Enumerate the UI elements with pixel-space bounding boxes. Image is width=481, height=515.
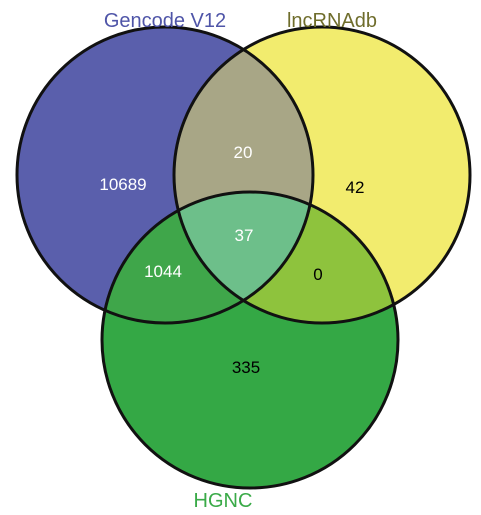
gencode-hgnc-overlap	[102, 192, 313, 323]
lncrnadb-hgnc-count: 0	[313, 265, 322, 284]
hgnc-label: HGNC	[194, 490, 253, 512]
gencode-hgnc-count: 1044	[144, 262, 182, 281]
lncrnadb-label: lncRNAdb	[287, 10, 377, 32]
gencode-outline	[15, 25, 315, 325]
gencode-label: Gencode V12	[104, 10, 226, 32]
all-three-count: 37	[235, 226, 254, 245]
hgnc-only-count: 335	[232, 358, 260, 377]
hgnc-outline	[100, 190, 400, 490]
lncrnadb-outline	[172, 25, 472, 325]
gencode-lncrnadb-count: 20	[234, 143, 253, 162]
gencode-only-count: 10689	[99, 175, 146, 194]
lncrnadb-only-count: 42	[346, 178, 365, 197]
